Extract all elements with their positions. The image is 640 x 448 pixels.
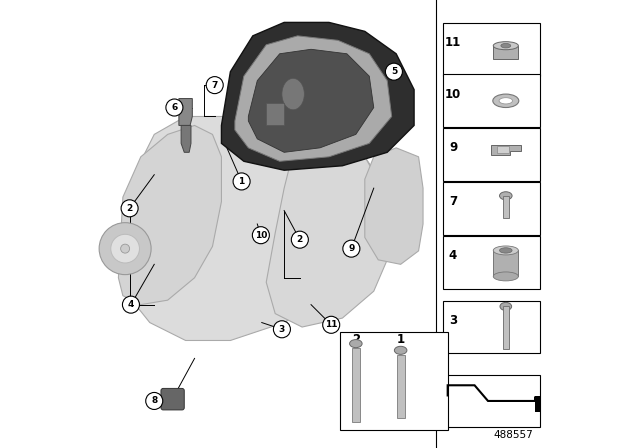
Bar [497, 146, 509, 153]
Text: 11: 11 [325, 320, 337, 329]
Circle shape [273, 321, 291, 338]
Polygon shape [181, 125, 191, 152]
Text: 9: 9 [348, 244, 355, 253]
Polygon shape [266, 143, 392, 327]
Text: 3: 3 [449, 314, 457, 327]
Polygon shape [132, 116, 378, 340]
Ellipse shape [500, 192, 512, 200]
Polygon shape [235, 36, 392, 161]
FancyBboxPatch shape [340, 332, 448, 430]
Circle shape [385, 63, 403, 80]
Ellipse shape [500, 302, 511, 310]
Text: 488557: 488557 [493, 430, 533, 440]
Text: 3: 3 [279, 325, 285, 334]
Bar [352, 348, 360, 422]
Circle shape [99, 223, 151, 275]
Ellipse shape [493, 246, 518, 255]
Bar [493, 250, 518, 276]
Text: 4: 4 [128, 300, 134, 309]
Bar [535, 396, 540, 412]
Ellipse shape [500, 248, 512, 253]
Polygon shape [491, 145, 520, 155]
FancyBboxPatch shape [443, 128, 540, 181]
Polygon shape [118, 125, 221, 305]
Text: 8: 8 [151, 396, 157, 405]
Ellipse shape [394, 346, 407, 354]
Text: 1: 1 [239, 177, 244, 186]
Text: 1: 1 [397, 333, 404, 346]
Text: 11: 11 [445, 36, 461, 49]
Ellipse shape [493, 42, 518, 50]
FancyBboxPatch shape [443, 375, 540, 427]
FancyBboxPatch shape [443, 23, 540, 76]
FancyBboxPatch shape [443, 74, 540, 127]
Polygon shape [221, 22, 414, 170]
Circle shape [166, 99, 183, 116]
Circle shape [121, 200, 138, 217]
Ellipse shape [493, 272, 518, 281]
Circle shape [323, 316, 340, 333]
Bar [266, 103, 284, 125]
Ellipse shape [499, 98, 513, 104]
FancyBboxPatch shape [443, 182, 540, 235]
FancyBboxPatch shape [161, 388, 184, 410]
Polygon shape [365, 148, 423, 264]
Text: 7: 7 [449, 195, 457, 208]
Text: 7: 7 [212, 81, 218, 90]
Circle shape [206, 77, 223, 94]
Text: 4: 4 [449, 249, 457, 262]
Circle shape [233, 173, 250, 190]
Circle shape [111, 234, 140, 263]
Circle shape [291, 231, 308, 248]
Ellipse shape [501, 43, 511, 48]
Text: 10: 10 [445, 87, 461, 101]
FancyBboxPatch shape [443, 301, 540, 353]
Text: 10: 10 [255, 231, 267, 240]
Circle shape [252, 227, 269, 244]
Text: 5: 5 [391, 67, 397, 76]
Circle shape [121, 244, 130, 253]
Polygon shape [248, 49, 374, 152]
Text: 2: 2 [297, 235, 303, 244]
Bar [502, 306, 509, 349]
Text: 2: 2 [352, 333, 360, 346]
Text: 9: 9 [449, 141, 457, 155]
Bar [502, 196, 509, 218]
Ellipse shape [349, 340, 362, 348]
Bar [493, 46, 518, 59]
Circle shape [343, 240, 360, 257]
Circle shape [146, 392, 163, 409]
Text: 2: 2 [127, 204, 132, 213]
Circle shape [122, 296, 140, 313]
Ellipse shape [282, 78, 305, 110]
Ellipse shape [493, 94, 519, 108]
FancyBboxPatch shape [443, 236, 540, 289]
Bar [397, 355, 404, 418]
Polygon shape [179, 99, 192, 125]
Text: 6: 6 [172, 103, 177, 112]
